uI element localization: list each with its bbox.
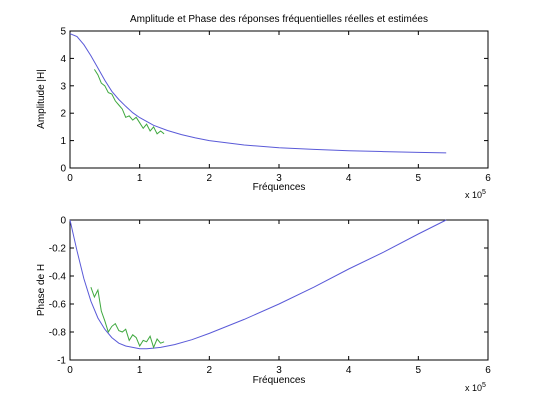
amplitude-series	[69, 33, 447, 154]
phase-ticks: 0 1 2 3 4 5 6 -1 -0.8 -0.6 -0.4 -0.2 0	[49, 216, 491, 377]
phase-y-tick-label: -0.6	[49, 300, 67, 311]
amplitude-y-tick-label: 4	[60, 54, 66, 65]
amplitude-x-axis-label: Fréquences	[253, 182, 306, 193]
phase-series-line-real	[69, 219, 447, 350]
phase-y-axis-label: Phase de H	[36, 264, 47, 316]
amplitude-x-tick-label: 6	[485, 173, 491, 184]
phase-x-tick-label: 3	[276, 365, 282, 376]
amplitude-x-tick-label: 5	[416, 173, 422, 184]
amplitude-x-tick-label: 0	[67, 173, 73, 184]
phase-y-tick-label: 0	[60, 216, 66, 227]
phase-x-tick-label: 1	[137, 365, 143, 376]
phase-x-tick-label: 5	[416, 365, 422, 376]
amplitude-y-tick-label: 2	[60, 109, 66, 120]
amplitude-x-multiplier: x 105	[465, 189, 486, 200]
phase-y-tick-label: -0.2	[49, 244, 67, 255]
amplitude-x-tick-label: 4	[346, 173, 352, 184]
amplitude-chart-title: Amplitude et Phase des réponses fréquent…	[130, 14, 428, 25]
amplitude-ticks: 0 1 2 3 4 5 6 0 1 2 3 4 5	[60, 27, 491, 185]
amplitude-y-tick-label: 0	[60, 164, 66, 175]
amplitude-series-line-real	[69, 33, 447, 154]
amplitude-plot-area	[69, 30, 489, 169]
phase-x-multiplier: x 105	[465, 382, 486, 393]
amplitude-panel: Amplitude et Phase des réponses fréquent…	[36, 14, 491, 200]
phase-series	[69, 219, 447, 350]
phase-panel: 0 1 2 3 4 5 6 -1 -0.8 -0.6 -0.4 -0.2 0 Fréquences Ph…	[36, 216, 491, 394]
phase-y-tick-label: -1	[57, 356, 66, 367]
phase-x-tick-label: 6	[485, 365, 491, 376]
phase-x-tick-label: 4	[346, 365, 352, 376]
amplitude-y-axis-label: Amplitude |H|	[36, 69, 47, 129]
amplitude-y-tick-label: 1	[60, 136, 66, 147]
amplitude-x-tick-label: 3	[276, 173, 282, 184]
amplitude-y-tick-label: 3	[60, 81, 66, 92]
amplitude-y-tick-label: 5	[60, 27, 66, 38]
phase-x-axis-label: Fréquences	[253, 375, 306, 386]
phase-plot-area	[69, 219, 489, 361]
phase-series-line-estimated	[90, 287, 165, 349]
phase-x-tick-label: 2	[207, 365, 213, 376]
amplitude-x-tick-label: 1	[137, 173, 143, 184]
phase-x-tick-label: 0	[67, 365, 73, 376]
amplitude-series-line-estimated	[93, 69, 165, 135]
phase-y-tick-label: -0.4	[49, 272, 67, 283]
amplitude-x-tick-label: 2	[207, 173, 213, 184]
phase-y-tick-label: -0.8	[49, 328, 67, 339]
